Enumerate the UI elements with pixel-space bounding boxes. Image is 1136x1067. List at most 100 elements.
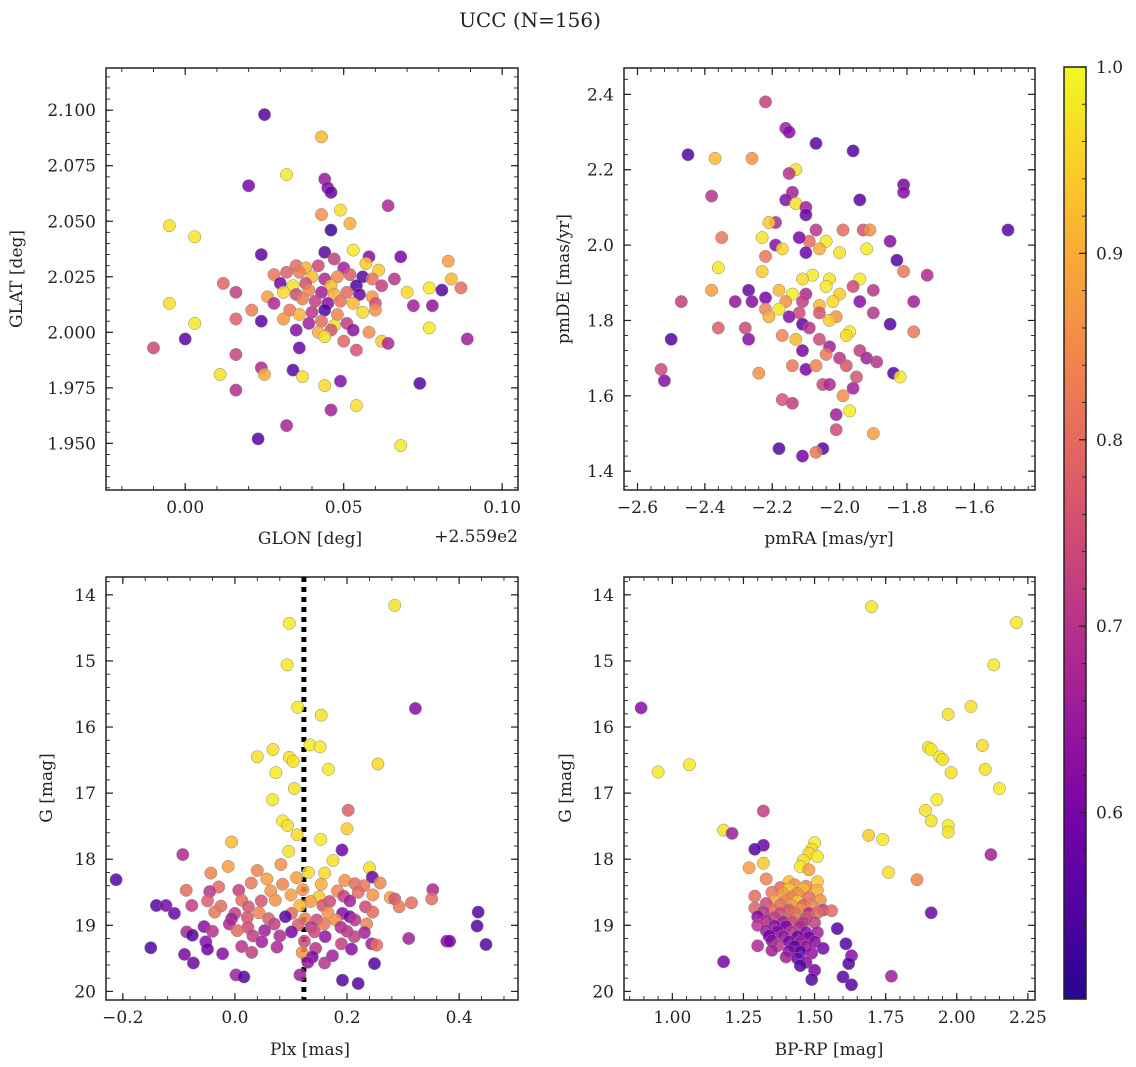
colorbar-tick-label: 0.6	[1096, 804, 1123, 824]
x-axis-label-glon: GLON [deg]	[258, 529, 362, 549]
scatter-point	[443, 934, 457, 948]
scatter-point	[883, 234, 897, 248]
scatter-point	[296, 883, 310, 897]
scatter-point	[313, 740, 327, 754]
scatter-point	[280, 419, 294, 433]
scatter-point	[805, 973, 819, 986]
scatter-point	[302, 283, 316, 297]
colorbar-tick-label: 0.7	[1096, 617, 1123, 637]
y-tick-label: 1.6	[587, 387, 614, 407]
scatter-point	[216, 276, 230, 290]
scatter-point	[229, 312, 243, 326]
scatter-point	[237, 970, 251, 984]
y-tick-label: 2.075	[47, 157, 96, 177]
x-tick-label: 1.50	[796, 1008, 834, 1028]
x-tick-label: −2.2	[752, 498, 793, 518]
scatter-point	[201, 894, 214, 908]
scatter-point	[941, 708, 955, 721]
axes-bprp-g: 1.00 1.25 1.50 1.75 2.00 2.25 14 15 16 17 18 19 20	[592, 577, 1047, 1028]
scatter-point	[324, 185, 338, 199]
scatter-point	[992, 782, 1006, 795]
scatter-point	[387, 272, 401, 286]
scatter-point	[341, 803, 355, 817]
scatter-point	[109, 873, 123, 887]
scatter-point	[258, 108, 271, 122]
scatter-point	[326, 854, 340, 867]
scatter-point	[337, 334, 351, 348]
scatter-point	[213, 368, 227, 381]
scatter-point	[936, 752, 950, 766]
scatter-point	[745, 151, 759, 165]
y-tick-label: 2.050	[47, 212, 96, 232]
scatter-point	[324, 403, 338, 417]
scatter-point	[978, 762, 992, 776]
scatter-point	[176, 848, 190, 862]
scatter-point	[460, 332, 474, 346]
scatter-point	[284, 888, 298, 902]
scatter-point	[293, 899, 307, 912]
scatter-point	[907, 295, 921, 309]
x-tick-label: 1.75	[867, 1008, 905, 1028]
scatter-point	[860, 242, 874, 256]
scatter-point	[782, 125, 796, 139]
scatter-point	[335, 843, 349, 857]
scatter-point	[984, 848, 998, 862]
x-tick-label: 0.0	[221, 1008, 248, 1028]
scatter-point	[245, 303, 259, 317]
y-tick-label: 1.8	[587, 311, 614, 331]
scatter-point	[812, 332, 826, 346]
scatter-point	[742, 861, 756, 875]
scatter-point	[317, 917, 331, 931]
scatter-point	[159, 899, 173, 912]
y-tick-label: 17	[592, 784, 614, 804]
scatter-point	[345, 942, 358, 956]
scatter-point	[759, 872, 773, 886]
y-tick-label: 1.4	[587, 462, 614, 482]
scatter-point	[245, 945, 259, 959]
x-tick-label: −2.6	[617, 498, 658, 518]
scatter-point	[318, 330, 332, 344]
scatter-point	[930, 793, 944, 807]
scatter-point	[785, 359, 799, 373]
scatter-point	[362, 325, 376, 339]
scatter-point	[809, 359, 823, 373]
scatter-point	[314, 877, 328, 891]
scatter-point	[802, 321, 816, 335]
scatter-point	[825, 904, 839, 918]
scatter-point	[843, 404, 857, 418]
scatter-point	[422, 321, 436, 335]
colorbar-gradient	[1063, 66, 1087, 1000]
scatter-point	[343, 268, 357, 282]
scatter-point	[301, 865, 315, 879]
y-tick-label: 18	[592, 850, 614, 870]
scatter-point	[162, 219, 176, 233]
scatter-point	[292, 341, 306, 355]
scatter-point	[762, 310, 776, 324]
scatter-point	[178, 332, 192, 346]
scatter-point	[330, 308, 344, 321]
scatter-point	[752, 366, 766, 380]
scatter-point	[765, 943, 779, 957]
axes-pmra-pmde: −2.6 −2.4 −2.2 −2.0 −1.8 −1.6 1.4 1.6 1.8 2.0 2.2 2…	[587, 68, 1035, 518]
scatter-point	[862, 828, 876, 842]
scatter-point	[748, 842, 762, 856]
scatter-point	[347, 930, 361, 944]
scatter-point	[366, 888, 380, 902]
scatter-point	[266, 793, 279, 807]
y-tick-label: 2.2	[587, 161, 614, 181]
scatter-point	[664, 332, 678, 346]
scatter-point	[291, 700, 305, 714]
scatter-point	[944, 766, 958, 780]
scatter-point	[1001, 223, 1015, 237]
scatter-point	[242, 179, 256, 193]
scatter-point	[865, 600, 878, 614]
scatter-point	[402, 932, 416, 945]
scatter-point	[796, 449, 809, 463]
scatter-point	[254, 314, 268, 328]
scatter-point	[705, 189, 719, 203]
scatter-point	[775, 329, 789, 342]
scatter-point	[392, 900, 406, 914]
scatter-point	[705, 283, 719, 297]
y-axis-label-g-right: G [mag]	[556, 753, 576, 822]
y-axis-label-pmde: pmDE [mas/yr]	[554, 214, 574, 344]
